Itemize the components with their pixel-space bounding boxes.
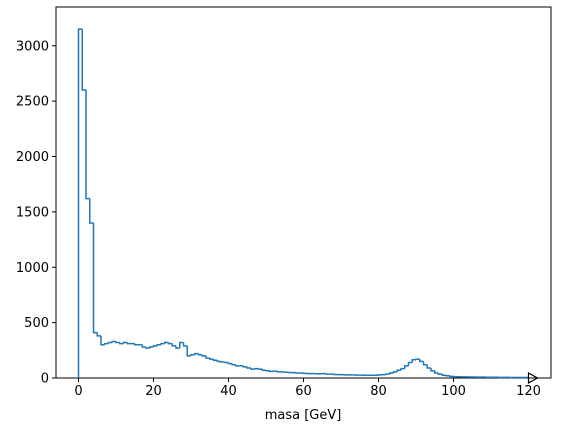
histogram-bin [434,370,439,374]
histogram-bin [419,359,424,363]
histogram-bin [415,358,420,360]
histogram-bin [437,373,443,375]
y-tick-label: 3000 [16,39,49,54]
y-tick-label: 0 [41,372,49,387]
histogram-bin [156,344,161,346]
x-tick-label: 0 [74,384,82,399]
histogram-bin [201,354,206,357]
histogram-bin [107,341,113,344]
histogram-bin [404,365,409,369]
histogram-bin [100,335,105,346]
histogram-bin [126,342,131,345]
histogram-bin [250,368,255,370]
histogram-bin [445,375,450,377]
y-tick-label: 1000 [16,261,49,276]
histogram-bin [325,373,330,375]
histogram-bin [164,341,169,344]
histogram-bin [257,368,263,370]
histogram-bin [254,367,259,370]
x-tick-label: 100 [441,384,466,399]
histogram-bin [175,345,180,349]
histogram-bin [392,371,398,374]
histogram-bin [89,198,94,224]
y-tick-label: 2500 [16,95,49,110]
x-tick-label: 80 [370,384,387,399]
histogram-bin [242,365,248,368]
histogram-bin [224,361,229,364]
plot-frame [55,6,552,379]
histogram-bin [261,369,266,371]
x-tick-label: 20 [145,384,162,399]
histogram-bin [276,371,281,373]
histogram-bin [149,346,154,349]
histogram-bin [85,90,90,200]
histogram-bin [119,342,124,345]
histogram-bin [145,346,150,349]
histogram-bin [220,361,225,363]
histogram-bin [216,360,221,363]
x-tick-label: 120 [516,384,541,399]
histogram-bin [179,341,184,349]
histogram-bin [77,28,83,378]
histogram-bin [422,361,428,366]
histogram-bin [122,341,128,344]
histogram-bin [160,342,165,345]
histogram-bin [182,342,188,347]
histogram-bin [449,375,454,378]
histogram-bin [430,368,435,372]
histogram-bin [235,364,240,367]
histogram-bin [111,340,116,343]
histogram-bin [167,342,173,345]
histogram-bin [396,369,401,372]
y-tick-label: 1500 [16,205,49,220]
x-tick-label: 60 [295,384,312,399]
histogram-bin [205,355,210,359]
histogram-bin [269,370,274,373]
histogram-bin [134,343,139,346]
histogram-bin [246,366,251,369]
y-tick-label: 500 [24,316,49,331]
histogram-bin [194,352,199,355]
histogram-bin [104,342,109,345]
histogram-bin [186,345,191,357]
axis-end-marker [527,371,539,385]
histogram-bin [141,344,146,348]
x-axis-label: masa [GeV] [265,408,342,423]
histogram-bin [190,353,195,356]
histogram-bin [115,341,120,344]
histogram-bin [81,29,86,91]
histogram-bin [231,363,236,366]
histogram-bin [400,367,405,371]
histogram-bin [209,358,214,360]
histogram-bin [92,222,98,334]
histogram-bin [407,361,413,366]
histogram-bin [389,372,394,375]
histogram-bin [152,345,158,347]
histogram-bin [96,332,101,337]
histogram-bin [441,374,446,376]
histogram-bin [385,373,390,375]
histogram-bin [227,362,233,365]
histogram-bin [265,370,270,372]
histogram-bin [411,358,416,363]
x-tick-label: 40 [220,384,237,399]
histogram-bin [426,364,431,369]
histogram-bin [212,359,218,362]
histogram-bin [171,343,176,347]
histogram-bin [197,353,203,356]
y-tick-label: 2000 [16,150,49,165]
